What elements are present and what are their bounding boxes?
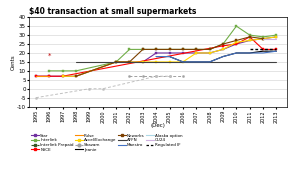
Text: $40 transaction at small supermarkets: $40 transaction at small supermarkets <box>29 7 197 16</box>
X-axis label: (Dec): (Dec) <box>151 123 166 128</box>
Y-axis label: Cents: Cents <box>11 54 16 70</box>
Text: *: * <box>48 52 51 58</box>
Legend: Star, Interlink, Interlink Prepaid, NYCE, Pulse, Accel/Exchange, Shazam, Jeanie,: Star, Interlink, Interlink Prepaid, NYCE… <box>31 134 183 152</box>
